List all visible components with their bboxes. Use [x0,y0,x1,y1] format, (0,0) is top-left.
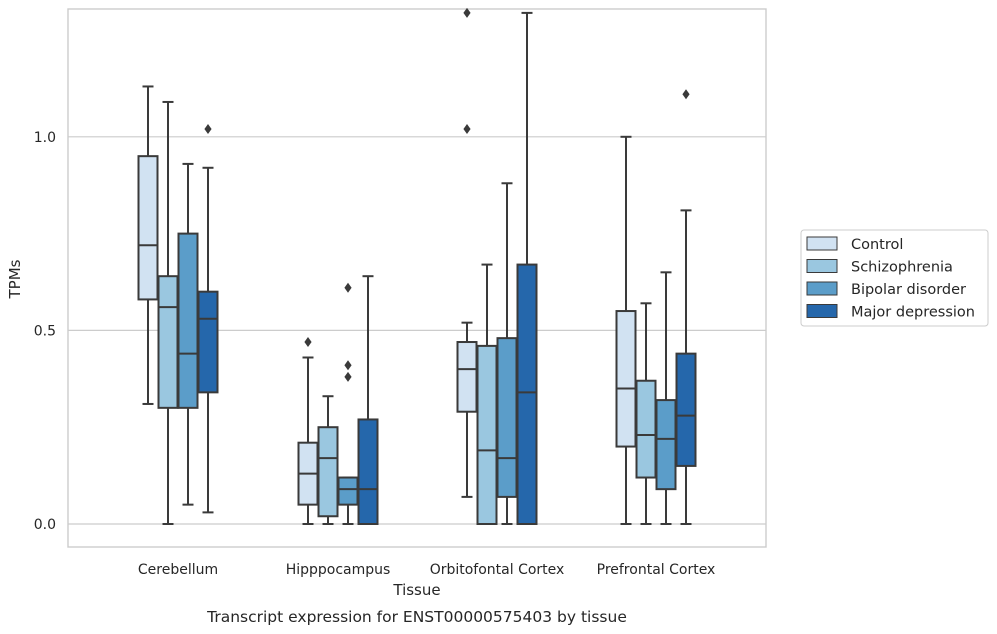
y-tick-label: 0.0 [34,517,56,533]
box-body [516,263,538,525]
box [675,89,697,525]
box-body [157,275,179,409]
x-tick-label: Prefrontal Cortex [597,562,716,578]
category-group-0 [137,85,219,525]
box-body [476,344,498,525]
legend-entry-label: Major depression [851,305,975,321]
legend-entry-label: Control [851,237,903,253]
box-body [675,352,697,467]
box-body [177,232,199,409]
flier-point [344,282,352,293]
y-axis-label: TPMs [6,259,24,299]
box [197,124,219,514]
box [456,7,478,498]
box-body [197,290,219,394]
y-tick-labels: 0.00.51.01.52.02.5 [34,130,56,533]
flier-point [344,371,352,382]
box-body [615,310,637,448]
category-group-2 [456,7,538,525]
y-tick-label: 0.5 [34,323,56,339]
box-body [496,337,518,498]
legend-swatch [806,304,838,318]
box-body [317,426,339,518]
box [516,11,538,525]
category-group-3 [615,89,697,525]
box [317,395,339,525]
legend-entry-label: Bipolar disorder [851,282,966,298]
box-body [456,341,478,413]
x-axis-label: Tissue [392,581,440,599]
box [357,275,379,525]
legend-frame [800,229,989,327]
box-body [357,418,379,525]
flier-point [304,337,312,348]
box [137,85,159,405]
legend-entry-label: Schizophrenia [851,260,953,276]
box [655,271,677,525]
box [297,337,319,525]
flier-point [204,124,212,135]
x-tick-labels: Cerebellum Hipppocampus Orbitofontal Corte… [138,562,715,578]
legend-swatch [806,259,838,273]
flier-point [463,7,471,18]
flier-point [344,360,352,371]
box-body [337,476,359,506]
box-body [655,399,677,491]
legend: Control Schizophrenia Bipolar disorder Majo… [800,229,989,327]
box-body [137,155,159,301]
x-tick-label: Orbitofontal Cortex [430,562,565,578]
category-group-1 [297,275,379,525]
box-groups [137,7,697,525]
chart-caption: Transcript expression for ENST0000057540… [206,608,627,626]
legend-swatch [806,281,838,296]
x-tick-label: Cerebellum [138,562,218,578]
y-tick-label: 1.0 [34,130,56,146]
box-body [635,379,657,479]
flier-point [463,124,471,135]
x-tick-label: Hipppocampus [286,562,391,578]
legend-swatch [806,236,838,251]
flier-point [682,89,690,100]
box [615,135,637,525]
box [635,302,657,525]
